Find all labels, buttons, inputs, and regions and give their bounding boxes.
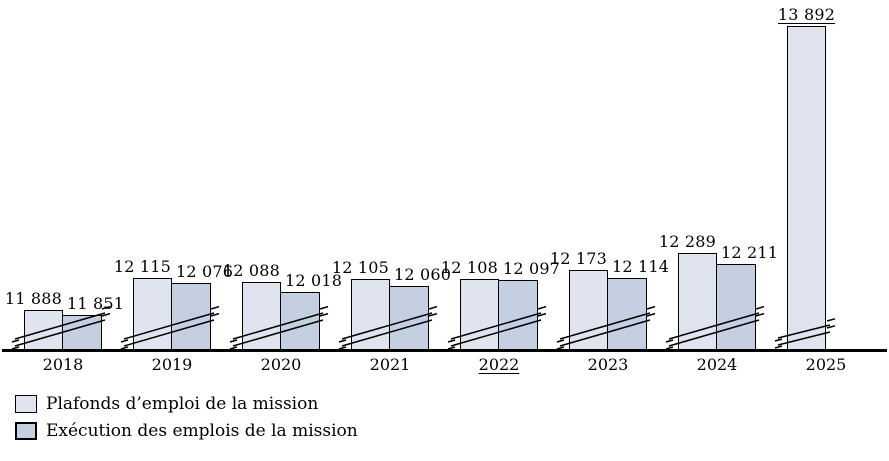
axis-break-icon-2019 (120, 305, 220, 350)
plafonds-value-label-2020: 12 088 (222, 260, 280, 280)
legend-item-0: Plafonds d’emploi de la mission (15, 394, 318, 414)
execution-value-label-2019: 12 076 (176, 262, 234, 282)
axis-break-icon-2023 (556, 305, 656, 350)
year-label-2023: 2023 (587, 355, 629, 374)
year-label-2019: 2019 (151, 355, 193, 374)
plafonds-value-label-2019: 12 115 (113, 256, 171, 276)
year-label-2024: 2024 (696, 355, 738, 374)
axis-break-icon-2021 (338, 305, 438, 350)
year-label-2018: 2018 (42, 355, 84, 374)
plafonds-value-label-2022: 12 108 (440, 257, 498, 277)
execution-value-label-2018: 11 851 (67, 294, 125, 314)
legend-swatch-0 (15, 395, 37, 413)
year-label-2021: 2021 (369, 355, 411, 374)
execution-value-label-2024: 12 211 (721, 243, 779, 263)
axis-break-icon-2025 (774, 318, 836, 349)
legend-item-1: Exécution des emplois de la mission (15, 421, 358, 441)
plafonds-value-label-2025: 13 892 (777, 5, 836, 25)
axis-break-icon-2022 (447, 305, 547, 350)
plafonds-value-label-2024: 12 289 (658, 232, 716, 252)
axis-break-icon-2020 (229, 305, 329, 350)
year-label-2025: 2025 (805, 355, 847, 374)
year-label-2020: 2020 (260, 355, 302, 374)
plafonds-value-label-2021: 12 105 (331, 258, 389, 278)
execution-value-label-2020: 12 018 (285, 270, 343, 290)
legend-swatch-1 (15, 422, 37, 440)
axis-break-icon-2024 (665, 305, 765, 350)
plafonds-value-label-2023: 12 173 (549, 248, 607, 268)
legend-label-0: Plafonds d’emploi de la mission (46, 394, 319, 414)
x-axis-line (2, 349, 887, 352)
year-label-2022: 2022 (478, 355, 520, 374)
execution-value-label-2023: 12 114 (612, 256, 670, 276)
execution-value-label-2022: 12 097 (503, 259, 561, 279)
axis-break-icon-2018 (11, 305, 111, 350)
plafonds-bar-2018 (24, 309, 63, 350)
legend-label-1: Exécution des emplois de la mission (46, 421, 358, 441)
execution-value-label-2021: 12 060 (394, 264, 452, 284)
plafonds-value-label-2018: 11 888 (4, 288, 62, 308)
